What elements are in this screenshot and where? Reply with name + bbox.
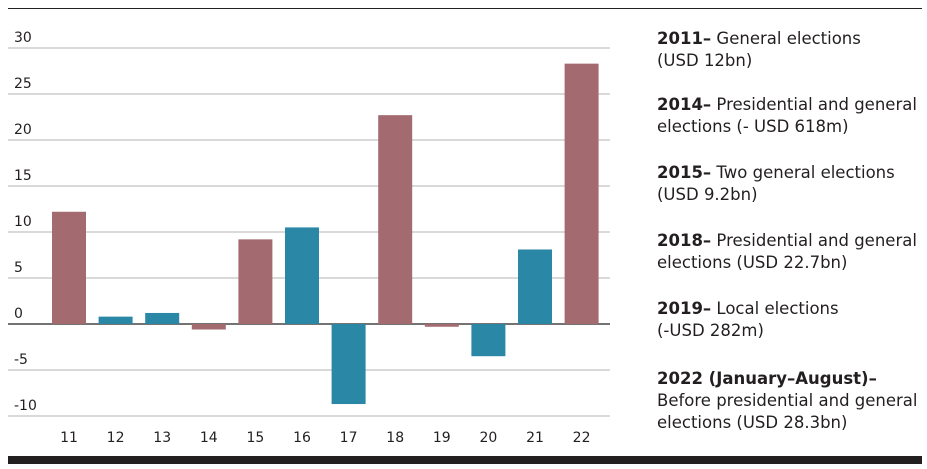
election-notes: 2011– General elections (USD 12bn) 2014–… bbox=[657, 28, 922, 434]
x-tick-label: 21 bbox=[526, 430, 544, 446]
x-tick-label: 18 bbox=[386, 430, 404, 446]
x-tick-label: 20 bbox=[479, 430, 497, 446]
note-text: Before presidential and general bbox=[657, 391, 918, 410]
top-rule bbox=[8, 8, 922, 9]
bar-15 bbox=[238, 239, 273, 324]
x-tick-label: 11 bbox=[60, 430, 78, 446]
y-tick-label: 5 bbox=[14, 260, 23, 276]
note-year: 2015– bbox=[657, 163, 712, 182]
bar-17 bbox=[331, 324, 366, 405]
note-2022: 2022 (January–August)– Before presidenti… bbox=[657, 368, 922, 434]
note-year: 2022 (January–August)– bbox=[657, 369, 877, 388]
note-2018: 2018– Presidential and general elections… bbox=[657, 230, 922, 274]
bar-21 bbox=[518, 249, 552, 324]
x-tick-label: 15 bbox=[246, 430, 264, 446]
bar-18 bbox=[378, 115, 413, 324]
y-tick-label: 25 bbox=[14, 76, 32, 92]
bar-11 bbox=[52, 211, 86, 324]
x-tick-label: 22 bbox=[573, 430, 591, 446]
x-tick-label: 14 bbox=[200, 430, 218, 446]
x-tick-label: 19 bbox=[433, 430, 451, 446]
x-tick-label: 16 bbox=[293, 430, 311, 446]
bar-12 bbox=[98, 316, 133, 324]
note-text: Presidential and general bbox=[711, 95, 917, 114]
y-tick-label: 10 bbox=[14, 214, 32, 230]
bar-13 bbox=[145, 312, 180, 324]
y-tick-label: 0 bbox=[14, 306, 23, 322]
note-year: 2011– bbox=[657, 29, 712, 48]
note-year: 2019– bbox=[657, 299, 712, 318]
note-text: General elections bbox=[711, 29, 861, 48]
bar-20 bbox=[471, 324, 506, 357]
note-2014: 2014– Presidential and general elections… bbox=[657, 94, 922, 138]
note-text: (-USD 282m) bbox=[657, 321, 764, 340]
bar-19 bbox=[424, 324, 459, 327]
note-text: elections (- USD 618m) bbox=[657, 117, 849, 136]
bar-16 bbox=[285, 227, 319, 324]
x-tick-label: 17 bbox=[340, 430, 358, 446]
bottom-rule bbox=[8, 456, 922, 464]
note-text: elections (USD 22.7bn) bbox=[657, 253, 848, 272]
note-text: Presidential and general bbox=[711, 231, 917, 250]
note-2019: 2019– Local elections (-USD 282m) bbox=[657, 298, 922, 342]
bar-chart: 30 25 20 15 10 5 0 -5 -10 11 12 13 14 15 16 17 18 19 20 21… bbox=[8, 30, 610, 446]
x-axis-ticks: 11 12 13 14 15 16 17 18 19 20 21 22 bbox=[60, 430, 590, 446]
bars bbox=[52, 63, 599, 405]
bar-22 bbox=[564, 63, 599, 324]
y-tick-label: -10 bbox=[14, 398, 37, 414]
note-text: (USD 12bn) bbox=[657, 51, 753, 70]
note-text: Two general elections bbox=[711, 163, 895, 182]
y-tick-label: 15 bbox=[14, 168, 32, 184]
y-tick-label: 20 bbox=[14, 122, 32, 138]
y-tick-label: 30 bbox=[14, 30, 32, 46]
x-tick-label: 13 bbox=[153, 430, 171, 446]
note-2011: 2011– General elections (USD 12bn) bbox=[657, 28, 922, 72]
y-tick-label: -5 bbox=[14, 352, 28, 368]
note-year: 2014– bbox=[657, 95, 712, 114]
note-text: (USD 9.2bn) bbox=[657, 185, 758, 204]
note-text: elections (USD 28.3bn) bbox=[657, 413, 848, 432]
y-axis-ticks: 30 25 20 15 10 5 0 -5 -10 bbox=[14, 30, 37, 414]
note-text: Local elections bbox=[711, 299, 839, 318]
bar-14 bbox=[191, 324, 226, 330]
note-2015: 2015– Two general elections (USD 9.2bn) bbox=[657, 162, 922, 206]
note-year: 2018– bbox=[657, 231, 712, 250]
x-tick-label: 12 bbox=[107, 430, 125, 446]
